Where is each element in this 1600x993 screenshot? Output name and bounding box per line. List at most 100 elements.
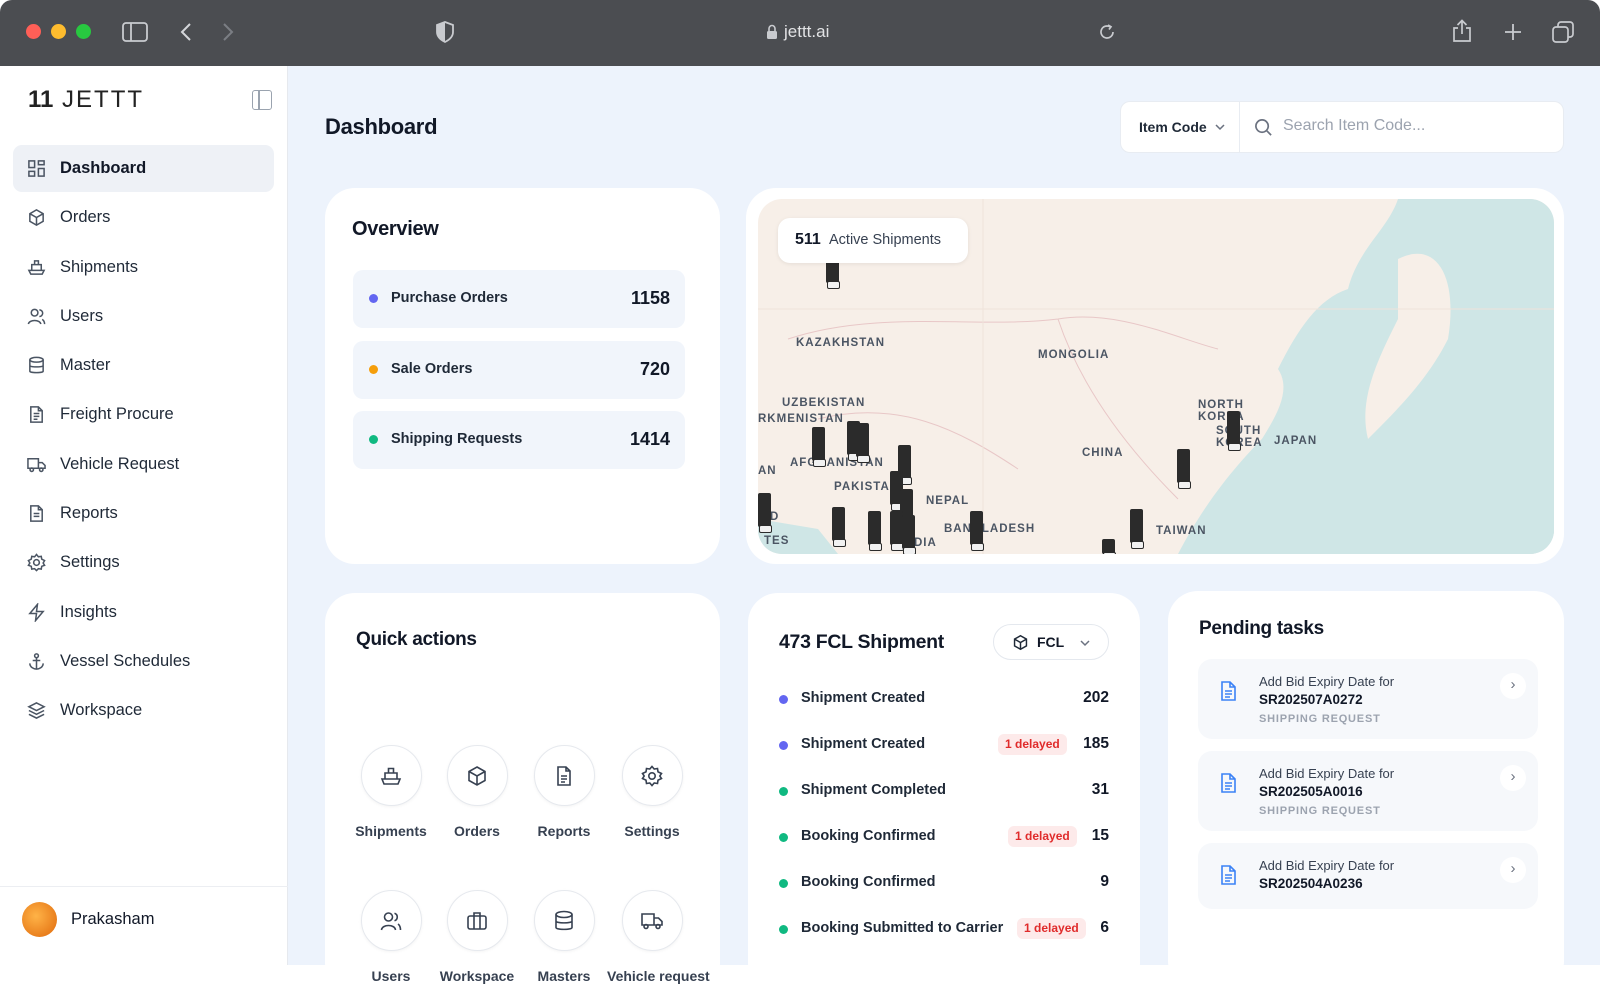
sidebar-item-workspace[interactable]: Workspace [13,687,274,734]
maximize-window-button[interactable] [76,24,91,39]
status-dot [369,365,378,374]
tab-overview-icon[interactable] [1552,21,1574,43]
jettt-logo[interactable]: 11 JETTT [28,86,145,113]
pending-task-item[interactable]: Add Bid Expiry Date for SR202507A0272 SH… [1198,659,1538,739]
fcl-row[interactable]: Shipment Created 1 delayed 185 [779,733,1109,757]
quick-action-users[interactable]: Users [346,890,436,984]
users-icon [380,911,402,930]
quick-action-settings[interactable]: Settings [607,745,697,839]
fcl-row[interactable]: Booking Confirmed 9 [779,871,1109,895]
reload-icon[interactable] [1098,23,1116,41]
close-window-button[interactable] [26,24,41,39]
quick-action-vehicle-request[interactable]: Vehicle request [607,890,710,984]
sidebar-item-reports[interactable]: Reports [13,490,274,537]
browser-toolbar: jettt.ai [0,0,1600,66]
map-label: KAZAKHSTAN [796,337,886,349]
chevron-right-icon[interactable]: › [1500,673,1526,699]
back-icon[interactable] [180,22,192,42]
fcl-row[interactable]: Booking Confirmed 1 delayed 15 [779,825,1109,849]
shipment-marker[interactable] [868,511,882,551]
task-title: Add Bid Expiry Date for [1259,674,1395,689]
fcl-row-label: Shipment Created [801,736,926,752]
overview-row-sale-orders[interactable]: Sale Orders 720 [353,341,685,399]
fcl-row-value: 9 [1100,873,1109,890]
shipment-marker[interactable] [1177,449,1191,489]
quick-action-masters[interactable]: Masters [519,890,609,984]
search-input[interactable]: Search Item Code... [1283,117,1426,134]
shipment-marker[interactable] [758,493,772,533]
fcl-row[interactable]: Booking Submitted to Carrier 1 delayed 6 [779,917,1109,941]
task-title: Add Bid Expiry Date for [1259,858,1395,873]
sidebar-item-vehicle-request[interactable]: Vehicle Request [13,441,274,488]
pending-task-item[interactable]: Add Bid Expiry Date for SR202505A0016 SH… [1198,751,1538,831]
fcl-dropdown[interactable]: FCL [993,624,1109,660]
chevron-right-icon[interactable]: › [1500,857,1526,883]
quick-action-reports[interactable]: Reports [519,745,609,839]
fcl-row-label: Shipment Created [801,690,926,706]
fcl-shipment-card: 473 FCL Shipment FCL Shipment Created 20… [748,593,1140,993]
shipment-marker[interactable] [902,515,916,554]
map-label: RKMENISTAN [758,413,844,425]
shipment-marker[interactable] [832,507,846,547]
sidebar-item-orders[interactable]: Orders [13,194,274,241]
fcl-row-value: 6 [1100,919,1109,936]
sidebar-item-vessel-schedules[interactable]: Vessel Schedules [13,638,274,685]
shield-icon[interactable] [436,21,454,43]
anchor-icon [29,653,44,670]
chevron-right-icon[interactable]: › [1500,765,1526,791]
pending-tasks-card: Pending tasks Add Bid Expiry Date for SR… [1168,591,1564,991]
item-code-dropdown[interactable]: Item Code [1121,102,1239,152]
shipment-marker[interactable] [856,423,870,463]
new-tab-icon[interactable] [1504,23,1522,41]
collapse-sidebar-icon[interactable] [252,90,272,110]
quick-action-label: Orders [454,823,500,839]
minimize-window-button[interactable] [51,24,66,39]
active-shipments-label: Active Shipments [829,232,942,248]
share-icon[interactable] [1452,19,1472,43]
sidebar-toggle-icon[interactable] [122,22,148,42]
map-water [758,199,1554,554]
map-label: AN [758,465,777,477]
shipment-marker[interactable] [890,471,904,511]
fcl-row[interactable]: Shipment Completed 31 [779,779,1109,803]
sidebar: 11 JETTT Dashboard Orders Shipments User… [0,66,288,965]
sidebar-nav: Dashboard Orders Shipments Users Master … [13,145,274,737]
overview-row-shipping-requests[interactable]: Shipping Requests 1414 [353,411,685,469]
quick-action-label: Users [371,968,411,984]
map-label: JAPAN [1274,435,1318,447]
shipment-marker[interactable] [1227,411,1241,451]
document-icon [1221,681,1236,701]
map-label: SOUTH KOREA [1216,425,1266,449]
quick-action-shipments[interactable]: Shipments [346,745,436,839]
fcl-title: 473 FCL Shipment [779,631,944,653]
sidebar-item-dashboard[interactable]: Dashboard [13,145,274,192]
pending-task-item[interactable]: Add Bid Expiry Date for SR202504A0236 › [1198,843,1538,909]
forward-icon[interactable] [222,22,234,42]
sidebar-item-shipments[interactable]: Shipments [13,244,274,291]
shipment-marker[interactable] [970,511,984,551]
sidebar-item-users[interactable]: Users [13,293,274,340]
fcl-row[interactable]: Shipment Created 202 [779,687,1109,711]
quick-action-orders[interactable]: Orders [432,745,522,839]
overview-row-purchase-orders[interactable]: Purchase Orders 1158 [353,270,685,328]
page-title: Dashboard [325,114,438,139]
avatar[interactable] [22,902,57,937]
shipment-marker[interactable] [1130,509,1144,549]
user-profile[interactable]: Prakasham [0,886,288,965]
document-icon [30,505,43,522]
quick-actions-card: Quick actions Shipments Orders Reports S… [325,593,720,993]
sidebar-item-settings[interactable]: Settings [13,539,274,586]
sidebar-item-label: Dashboard [60,159,147,177]
sidebar-item-freight-procure[interactable]: Freight Procure [13,391,274,438]
sidebar-item-insights[interactable]: Insights [13,589,274,636]
shipment-marker[interactable] [1102,539,1116,554]
address-bar-url[interactable]: jettt.ai [784,22,830,41]
chevron-down-icon [1215,124,1225,131]
shipment-marker[interactable] [812,427,826,467]
sidebar-item-master[interactable]: Master [13,342,274,389]
quick-action-workspace[interactable]: Workspace [432,890,522,984]
fcl-row-value: 202 [1083,689,1109,706]
task-type: SHIPPING REQUEST [1259,805,1381,817]
shipment-marker[interactable] [826,261,840,289]
status-dot [779,879,788,888]
